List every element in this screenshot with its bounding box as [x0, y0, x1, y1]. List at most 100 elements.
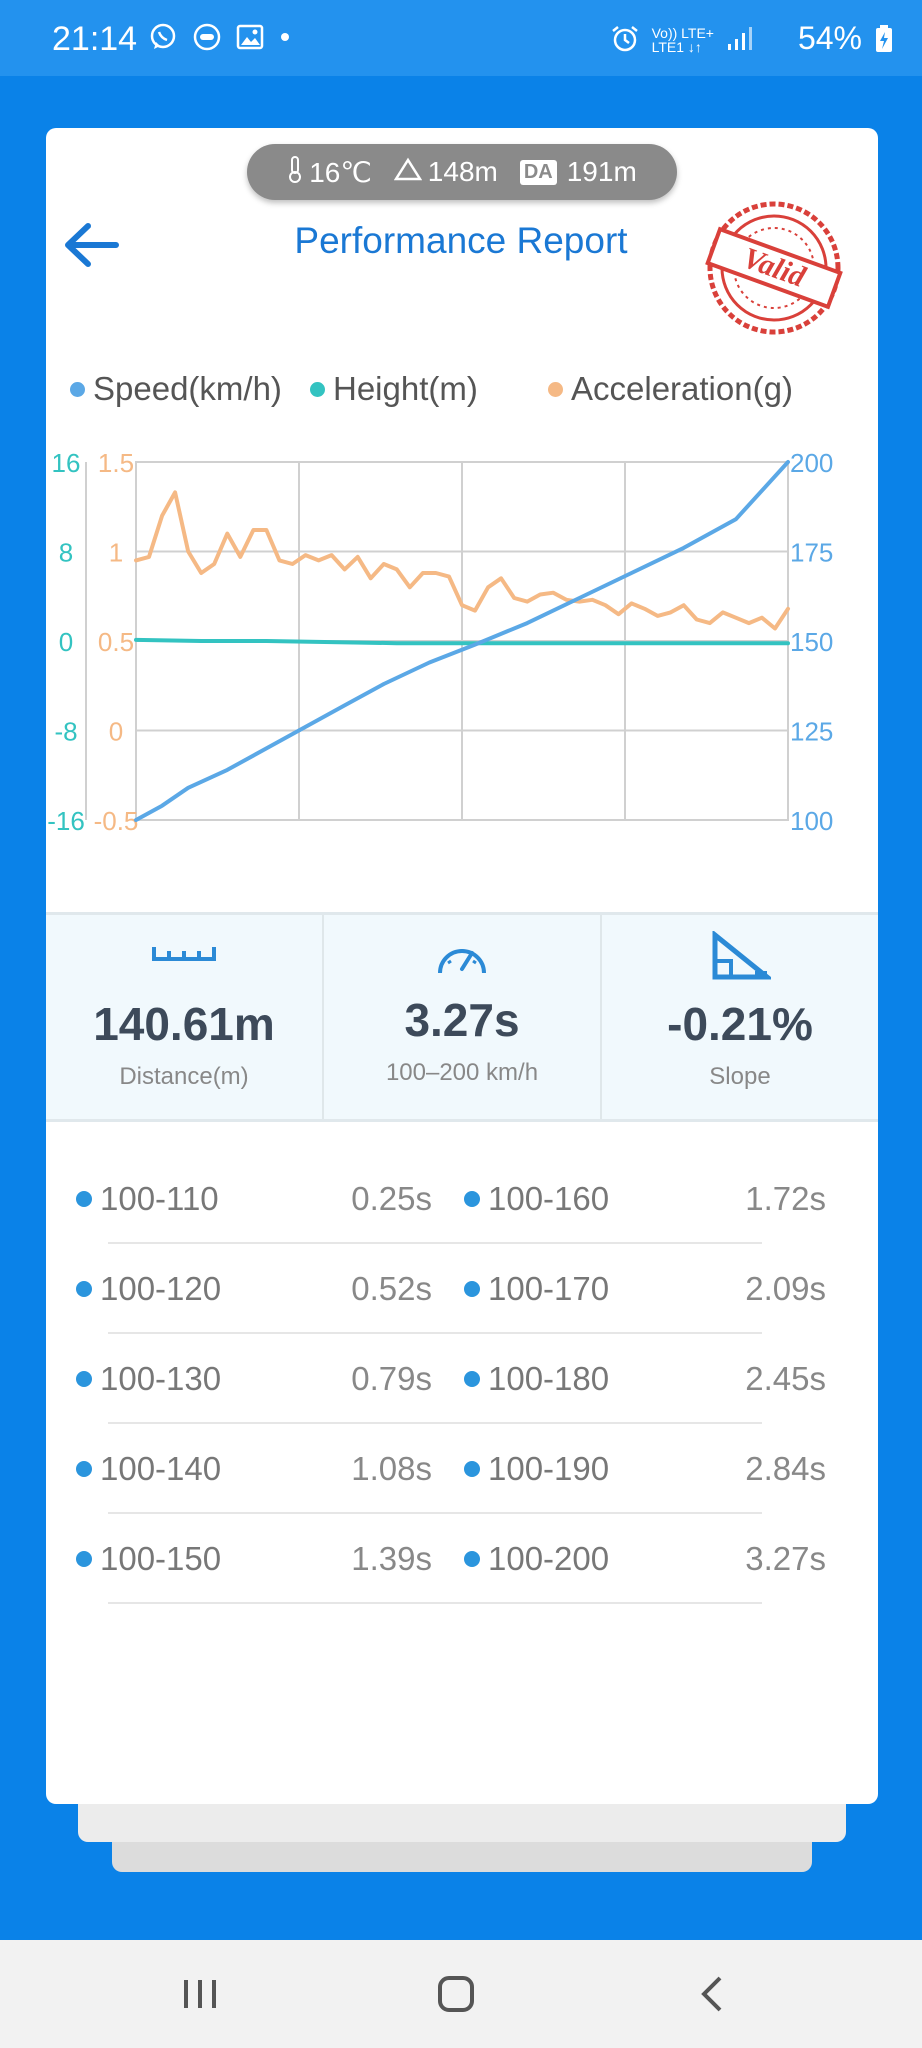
split-range-text: 100-150 — [100, 1540, 222, 1577]
back-button[interactable] — [60, 218, 124, 272]
split-range-text: 100-110 — [100, 1180, 219, 1217]
mountain-icon — [393, 156, 423, 188]
height-tick-label: 8 — [59, 538, 73, 568]
status-time: 21:14 — [52, 20, 138, 58]
bullet-dot — [464, 1191, 480, 1207]
split-left-range: 100-150 — [76, 1540, 221, 1578]
stat-distance: 140.61m Distance(m) — [46, 915, 322, 1119]
stat-time: 3.27s 100–200 km/h — [322, 915, 600, 1119]
split-range-text: 100-200 — [488, 1540, 610, 1577]
legend-label-acceleration: Acceleration(g) — [571, 370, 793, 407]
bullet-dot — [464, 1281, 480, 1297]
density-altitude-badge: DA — [519, 159, 557, 185]
speed-tick-label: 200 — [790, 448, 833, 478]
slope-value: -0.21% — [667, 998, 813, 1050]
battery-level: 54% — [797, 20, 862, 56]
split-range-text: 100-170 — [488, 1270, 610, 1307]
split-range-text: 100-190 — [488, 1450, 610, 1487]
series-line-speed — [134, 460, 790, 822]
height-tick-label: 16 — [52, 448, 81, 478]
system-back-button[interactable] — [684, 1964, 744, 2024]
split-right-range: 100-160 — [464, 1180, 609, 1218]
acceleration-tick-label: 1 — [109, 538, 123, 568]
speedometer-icon — [434, 937, 490, 982]
temperature-value: 16℃ — [309, 156, 372, 188]
height-tick-label: 0 — [59, 627, 73, 657]
status-bar: 21:14 Vo)) LTE+ LTE1 ↓↑ 54% — [0, 0, 922, 76]
arrow-left-icon — [65, 223, 119, 267]
slope-label: Slope — [709, 1063, 771, 1090]
split-right-range: 100-200 — [464, 1540, 609, 1578]
acceleration-tick-label: -0.5 — [94, 806, 139, 836]
notification-icons — [148, 22, 292, 57]
split-left-range: 100-140 — [76, 1450, 221, 1488]
legend-item-acceleration: Acceleration(g) — [548, 370, 793, 408]
speed-tick-label: 125 — [790, 717, 833, 747]
split-right-time: 2.45s — [745, 1360, 826, 1397]
density-altitude-segment: DA 191m — [519, 156, 637, 188]
more-dot-icon — [278, 30, 292, 49]
battery-icon — [874, 24, 894, 59]
system-nav-bar — [0, 1940, 922, 2048]
chevron-left-icon — [701, 1976, 722, 2012]
performance-chart: 16 8 0 -8 -16 1.5 1 0.5 0 -0.5 200 175 150 125 100 — [47, 448, 833, 836]
series-line-height — [134, 637, 790, 646]
split-left-time: 0.52s — [351, 1270, 432, 1307]
legend-dot-acceleration — [548, 381, 563, 397]
whatsapp-icon — [148, 22, 178, 57]
split-row: 100-120 0.52s 100-170 2.09s — [46, 1250, 878, 1340]
environment-pill: 16℃ 148m DA 191m — [247, 144, 677, 200]
home-icon — [438, 1976, 474, 2012]
bullet-dot — [464, 1461, 480, 1477]
split-right-time: 2.84s — [745, 1450, 826, 1487]
legend-label-height: Height(m) — [333, 370, 478, 407]
split-left-time: 1.39s — [351, 1540, 432, 1577]
valid-stamp: Valid — [704, 198, 844, 338]
split-row: 100-110 0.25s 100-160 1.72s — [46, 1160, 878, 1250]
split-right-time: 3.27s — [745, 1540, 826, 1577]
bullet-dot — [76, 1551, 92, 1567]
app-notification-icon — [192, 22, 222, 57]
speed-tick-label: 175 — [790, 538, 833, 568]
acceleration-tick-label: 0 — [109, 717, 123, 747]
network-top: Vo)) LTE+ — [651, 25, 714, 41]
height-tick-label: -8 — [54, 717, 77, 747]
split-row: 100-140 1.08s 100-190 2.84s — [46, 1430, 878, 1520]
split-right-range: 100-170 — [464, 1270, 609, 1308]
height-tick-label: -16 — [47, 806, 85, 836]
bullet-dot — [76, 1281, 92, 1297]
bullet-dot — [464, 1551, 480, 1567]
split-right-range: 100-190 — [464, 1450, 609, 1488]
split-right-time: 1.72s — [745, 1180, 826, 1217]
series-line-acceleration — [134, 490, 790, 631]
legend-dot-height — [310, 381, 325, 397]
home-button[interactable] — [426, 1964, 486, 2024]
network-labels: Vo)) LTE+ LTE1 ↓↑ — [652, 26, 714, 54]
row-divider — [108, 1332, 762, 1334]
split-range-text: 100-130 — [100, 1360, 222, 1397]
split-row: 100-150 1.39s 100-200 3.27s — [46, 1520, 878, 1610]
altitude-segment: 148m — [393, 156, 498, 188]
split-left-time: 0.79s — [351, 1360, 432, 1397]
row-divider — [108, 1602, 762, 1604]
split-range-text: 100-140 — [100, 1450, 222, 1487]
speed-tick-label: 150 — [790, 627, 833, 657]
split-left-time: 0.25s — [351, 1180, 432, 1217]
distance-label: Distance(m) — [119, 1063, 249, 1090]
page-title: Performance Report — [294, 220, 628, 261]
legend-label-speed: Speed(km/h) — [93, 370, 282, 407]
stats-panel: 140.61m Distance(m) 3.27s 100–200 km/h -… — [46, 912, 878, 1122]
bullet-dot — [76, 1371, 92, 1387]
split-right-range: 100-180 — [464, 1360, 609, 1398]
recent-apps-button[interactable] — [170, 1964, 230, 2024]
signal-icon — [726, 26, 754, 54]
split-left-range: 100-110 — [76, 1180, 219, 1218]
acceleration-tick-label: 1.5 — [98, 448, 134, 478]
bullet-dot — [76, 1461, 92, 1477]
row-divider — [108, 1512, 762, 1514]
recent-apps-icon — [184, 1980, 216, 2008]
temperature-segment: 16℃ — [287, 155, 372, 190]
slope-icon — [709, 929, 775, 986]
legend-dot-speed — [70, 381, 85, 397]
distance-value: 140.61m — [93, 998, 275, 1050]
